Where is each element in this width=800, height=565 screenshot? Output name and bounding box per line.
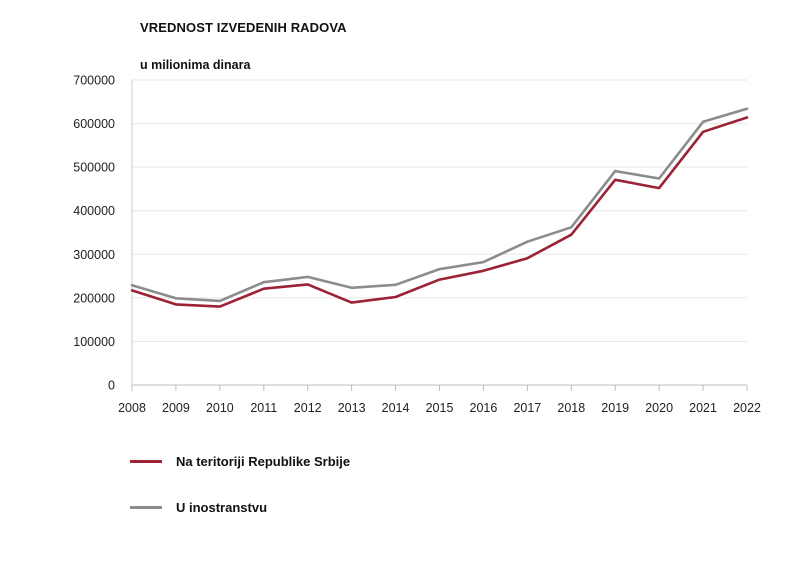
y-tick-labels: 0 100000 200000 300000 400000 500000 600000 700… <box>73 74 115 393</box>
y-tick-label: 500000 <box>73 161 115 175</box>
y-tick-label: 400000 <box>73 204 115 218</box>
y-tick-label: 600000 <box>73 117 115 131</box>
x-tick-label: 2019 <box>601 401 629 415</box>
axes <box>131 80 748 391</box>
x-tick-label: 2022 <box>733 401 761 415</box>
x-tick-label: 2021 <box>689 401 717 415</box>
x-tick-label: 2010 <box>206 401 234 415</box>
y-tick-label: 300000 <box>73 248 115 262</box>
x-tick-label: 2016 <box>470 401 498 415</box>
x-tick-label: 2012 <box>294 401 322 415</box>
x-tick-label: 2013 <box>338 401 366 415</box>
x-tick-label: 2015 <box>426 401 454 415</box>
x-tick-label: 2008 <box>118 401 146 415</box>
legend-label-abroad: U inostranstvu <box>176 499 268 515</box>
legend-swatch-serbia <box>130 459 162 463</box>
x-tick-label: 2018 <box>557 401 585 415</box>
legend-item-serbia: Na teritoriji Republike Srbije <box>130 448 350 474</box>
y-tick-label: 0 <box>108 379 115 393</box>
x-tick-label: 2020 <box>645 401 673 415</box>
x-tick-label: 2017 <box>513 401 541 415</box>
y-tick-label: 700000 <box>73 74 115 88</box>
legend-swatch-abroad <box>130 505 162 509</box>
x-tick-label: 2014 <box>382 401 410 415</box>
line-chart: 0 100000 200000 300000 400000 500000 600000 700… <box>73 74 761 416</box>
x-tick-label: 2009 <box>162 401 190 415</box>
legend: Na teritoriji Republike Srbije U inostra… <box>130 448 350 540</box>
gridlines <box>132 79 747 342</box>
x-tick-labels: 2008 2009 2010 2011 2012 2013 2014 2015 2016 2017… <box>118 401 761 415</box>
y-axis-unit-label: u milionima dinara <box>140 58 251 72</box>
series-lines <box>130 107 749 308</box>
y-tick-label: 100000 <box>73 335 115 349</box>
y-tick-label: 200000 <box>73 291 115 305</box>
chart-title: VREDNOST IZVEDENIH RADOVA <box>140 20 347 35</box>
x-tick-label: 2011 <box>250 401 277 415</box>
series-line-serbia <box>130 116 749 308</box>
series-line-abroad <box>130 107 749 303</box>
legend-item-abroad: U inostranstvu <box>130 494 350 520</box>
legend-label-serbia: Na teritoriji Republike Srbije <box>176 453 351 469</box>
